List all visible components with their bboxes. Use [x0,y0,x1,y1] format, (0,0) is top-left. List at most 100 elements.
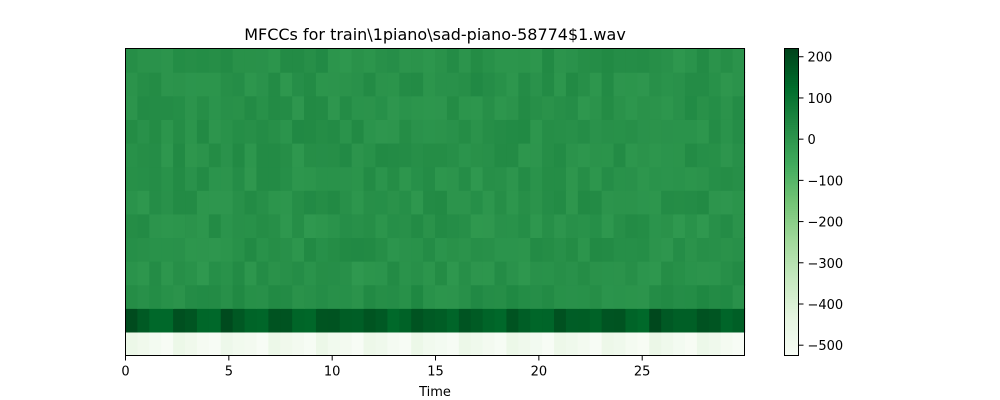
heatmap-cell [280,166,293,191]
heatmap-cell [339,308,353,333]
heatmap-cell [446,72,460,97]
heatmap-cell [387,190,400,215]
heatmap-cell [708,213,722,239]
heatmap-cell [530,213,543,239]
heatmap-cell [220,142,234,168]
heatmap-cell [208,308,222,333]
heatmap-cell [601,142,615,168]
heatmap-cell [637,95,650,120]
heatmap-cell [684,48,698,73]
heatmap-cell [125,119,138,144]
heatmap-cell [173,166,186,191]
heatmap-cell [518,308,531,333]
heatmap-cell [280,72,293,97]
heatmap-cell [458,237,472,262]
heatmap-cell [244,95,258,120]
heatmap-cell [554,213,567,239]
heatmap-cell [565,95,579,120]
heatmap-cell [601,308,615,333]
heatmap-cell [446,331,460,357]
heatmap-cell [470,308,484,333]
heatmap-cell [423,284,436,309]
heatmap-cell [470,331,484,357]
heatmap-cell [530,48,543,73]
heatmap-cell [613,190,627,215]
heatmap-cell [625,142,638,168]
heatmap-cell [577,190,591,215]
heatmap-cell [649,72,662,97]
heatmap-cell [637,142,650,168]
colorbar-segment [784,138,799,142]
heatmap-cell [708,331,722,357]
heatmap-cell [696,308,710,333]
colorbar-tick-label: −400 [808,298,844,313]
colorbar-segment [784,66,799,70]
heatmap-cell [470,190,484,215]
heatmap-cell [625,284,638,309]
heatmap-cell [185,308,198,333]
heatmap-cell [256,213,269,239]
heatmap-cell [708,190,722,215]
heatmap-cell [435,284,448,309]
heatmap-cell [589,95,603,120]
heatmap-cell [363,261,377,286]
heatmap-cell [375,48,388,73]
heatmap-cell [613,142,627,168]
heatmap-cell [542,261,555,286]
colorbar-segment [784,91,799,95]
heatmap-cell [661,237,674,262]
heatmap-cell [720,166,734,191]
heatmap-cell [399,142,412,168]
colorbar-segment [784,163,799,166]
colorbar-segment [784,187,799,191]
colorbar-segment [784,251,799,254]
colorbar-segment [784,335,799,338]
heatmap-cell [732,48,746,73]
colorbar-segment [784,259,799,262]
heatmap-cell [244,331,258,357]
colorbar-segment [784,312,799,316]
heatmap-cell [315,72,329,97]
heatmap-cell [411,142,424,168]
heatmap-cell [256,261,269,286]
heatmap-cell [339,48,353,73]
heatmap-cell [542,95,555,120]
heatmap-cell [625,213,638,239]
heatmap-cell [423,166,436,191]
heatmap-cell [518,190,531,215]
heatmap-cell [673,48,686,73]
heatmap-cell [292,119,305,144]
colorbar-segment [784,345,799,348]
heatmap-cell [220,119,234,144]
heatmap-cell [375,72,388,97]
heatmap-cell [470,72,484,97]
heatmap-cell [280,142,293,168]
heatmap-cell [304,284,317,309]
heatmap-cell [268,284,281,309]
colorbar-segment [784,343,799,346]
heatmap-cell [149,166,162,191]
heatmap-cell [732,166,746,191]
heatmap-cell [446,237,460,262]
colorbar-segment [784,271,799,275]
heatmap-cell [232,213,246,239]
colorbar-segment [784,189,799,193]
heatmap-cell [268,166,281,191]
heatmap-cell [399,166,412,191]
heatmap-cell [601,261,615,286]
heatmap-cell [649,95,662,120]
heatmap-cell [625,331,638,357]
heatmap-cell [577,48,591,73]
colorbar-segment [784,144,799,148]
heatmap-cell [268,213,281,239]
heatmap-cell [208,72,222,97]
colorbar-segment [784,226,799,230]
colorbar-segment [784,177,799,181]
heatmap-cell [423,190,436,215]
heatmap-cell [542,142,555,168]
colorbar-segment [784,290,799,293]
heatmap-cell [161,331,174,357]
heatmap-cell [327,166,341,191]
heatmap-cell [411,308,424,333]
heatmap-cell [506,237,519,262]
